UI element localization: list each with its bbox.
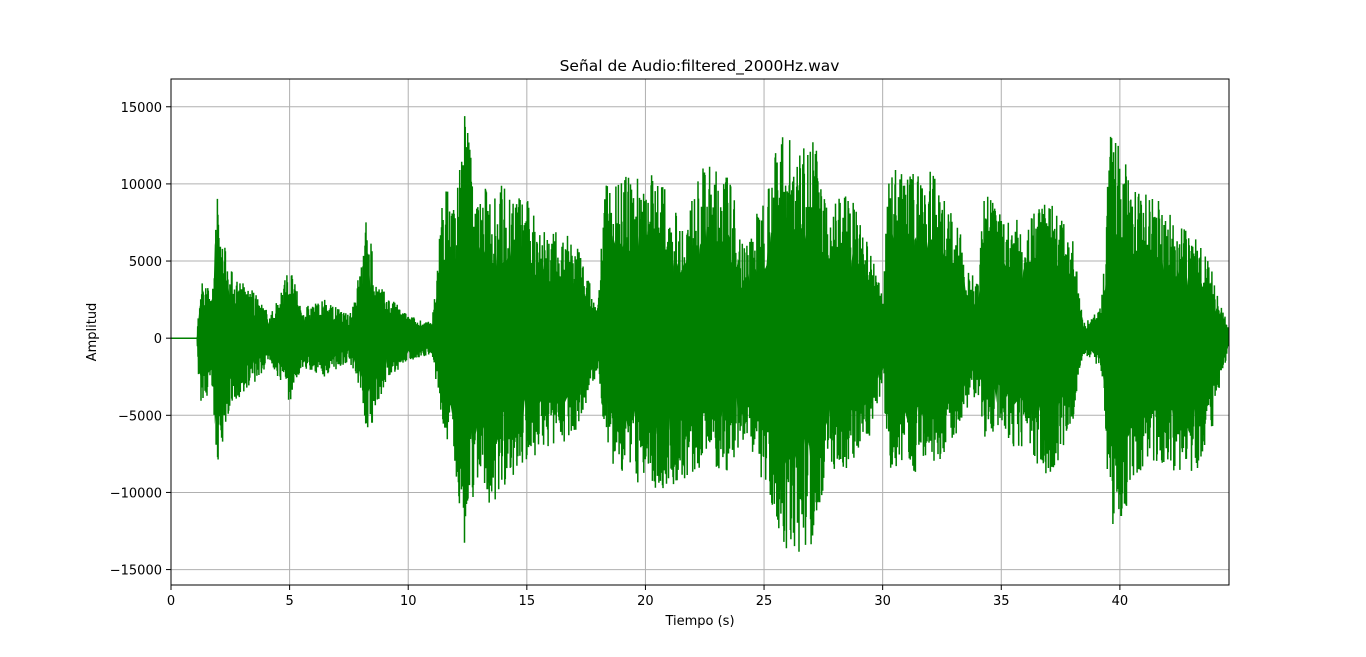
x-axis: 0 5 10 15 20 25 30 35 40 xyxy=(167,585,1128,609)
plot-area xyxy=(171,116,1229,552)
y-tick-label: −15000 xyxy=(110,564,162,579)
plot-frame xyxy=(170,78,1230,586)
y-axis-label: Amplitud xyxy=(85,303,100,362)
x-tick-label: 25 xyxy=(756,594,773,609)
waveform-line xyxy=(171,116,1229,552)
x-tick-label: 10 xyxy=(400,594,417,609)
y-tick-label: −5000 xyxy=(118,409,162,424)
chart-title: Señal de Audio:filtered_2000Hz.wav xyxy=(560,57,840,76)
x-tick-label: 40 xyxy=(1112,594,1129,609)
y-tick-label: 15000 xyxy=(121,101,162,116)
x-tick-label: 15 xyxy=(519,594,536,609)
y-axis: −15000 −10000 −5000 0 5000 10000 15000 xyxy=(110,101,171,579)
x-axis-label: Tiempo (s) xyxy=(664,614,734,629)
x-tick-label: 20 xyxy=(637,594,654,609)
y-tick-label: 10000 xyxy=(121,178,162,193)
y-tick-label: 5000 xyxy=(129,255,162,270)
x-tick-label: 30 xyxy=(874,594,891,609)
x-tick-label: 5 xyxy=(285,594,293,609)
x-tick-label: 35 xyxy=(993,594,1010,609)
x-tick-label: 0 xyxy=(167,594,175,609)
y-tick-label: 0 xyxy=(154,332,162,347)
y-tick-label: −10000 xyxy=(110,486,162,501)
